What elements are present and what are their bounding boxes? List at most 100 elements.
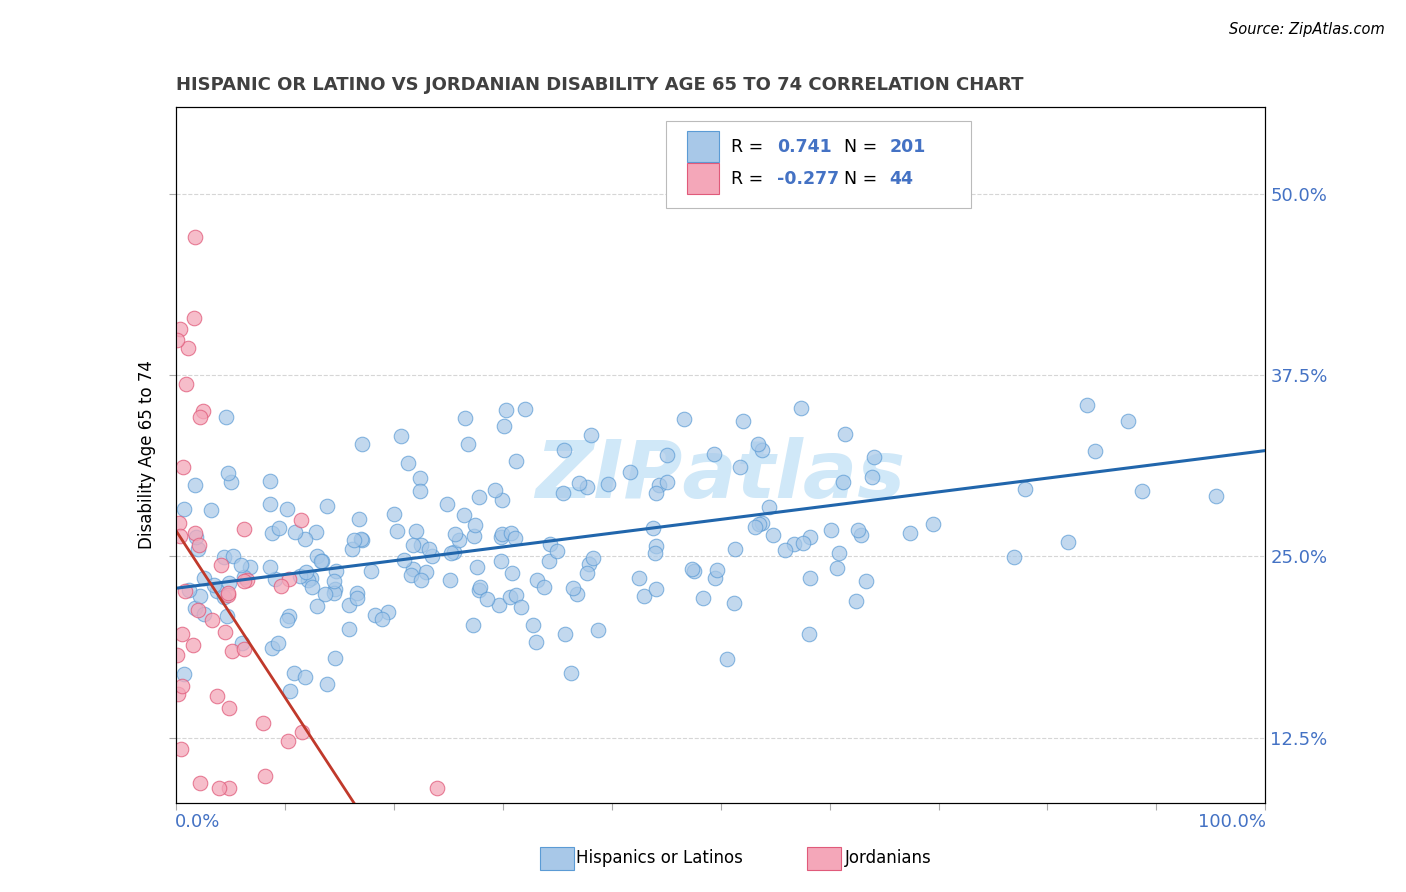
Point [703,447,725,461]
Point [191,404,214,418]
Point [439,573,461,587]
Point [565,586,588,600]
Point [259,497,281,511]
Point [262,525,284,540]
Point [706,563,728,577]
Text: ZIP​atlas: ZIP​atlas [536,437,905,515]
Point [834,426,856,441]
Point [436,497,458,511]
Point [396,456,419,470]
Point [799,530,821,544]
Point [202,578,225,592]
Point [260,641,283,656]
Point [503,531,526,545]
Point [183,311,205,326]
Point [457,437,479,451]
Point [449,533,471,547]
Point [405,524,427,538]
Point [184,478,207,492]
Point [491,527,513,541]
FancyBboxPatch shape [666,121,972,208]
Point [681,561,703,575]
Point [169,322,191,336]
Point [825,560,848,574]
Point [501,566,523,580]
Point [323,582,346,597]
Point [1205,489,1227,503]
Point [849,527,872,541]
Point [294,533,316,547]
Point [277,734,299,748]
Point [492,419,515,434]
Point [728,460,751,475]
Point [582,550,605,565]
Point [284,524,307,539]
Point [409,538,432,552]
Point [217,586,239,600]
Point [1116,414,1139,428]
Point [301,580,323,594]
Point [299,571,322,585]
Point [554,627,576,641]
Point [526,573,548,587]
Text: Source: ZipAtlas.com: Source: ZipAtlas.com [1229,22,1385,37]
Point [1056,535,1078,549]
Text: 0.0%: 0.0% [174,813,219,831]
Point [290,569,312,583]
Point [898,526,921,541]
Point [789,401,811,416]
Point [408,471,430,485]
Point [278,608,301,623]
Point [797,627,820,641]
Point [219,475,242,489]
Point [402,562,425,576]
Point [350,437,373,451]
Point [325,564,347,578]
Point [277,572,299,586]
Point [553,486,575,500]
Point [538,554,561,568]
Point [364,608,387,623]
Text: N =: N = [844,137,877,156]
Point [188,776,211,790]
Point [325,651,347,665]
Point [350,533,373,548]
FancyBboxPatch shape [686,131,720,162]
Text: 201: 201 [890,137,925,156]
Point [846,523,869,537]
Point [489,530,512,544]
Point [187,603,209,617]
Point [190,410,212,425]
Point [468,582,491,597]
Point [783,536,806,550]
Point [751,516,773,530]
Point [440,546,463,560]
Point [415,565,437,579]
Text: HISPANIC OR LATINO VS JORDANIAN DISABILITY AGE 65 TO 74 CORRELATION CHART: HISPANIC OR LATINO VS JORDANIAN DISABILI… [176,77,1024,95]
Point [468,580,491,594]
Point [209,558,232,572]
Point [239,560,262,574]
Point [167,687,190,701]
Point [316,677,339,691]
Text: Jordanians: Jordanians [845,849,932,867]
Point [628,571,651,585]
Point [538,537,561,551]
Text: R =: R = [731,137,763,156]
Point [385,524,408,538]
Point [863,450,886,464]
Point [259,474,281,488]
Text: N =: N = [844,169,877,187]
Point [278,684,301,698]
Point [716,651,738,665]
Point [645,486,668,500]
Point [304,524,326,539]
Point [172,679,194,693]
Point [443,527,465,541]
Point [294,670,316,684]
Point [297,573,319,587]
Point [267,636,290,650]
Point [463,617,485,632]
Point [222,549,245,563]
Point [655,475,678,489]
